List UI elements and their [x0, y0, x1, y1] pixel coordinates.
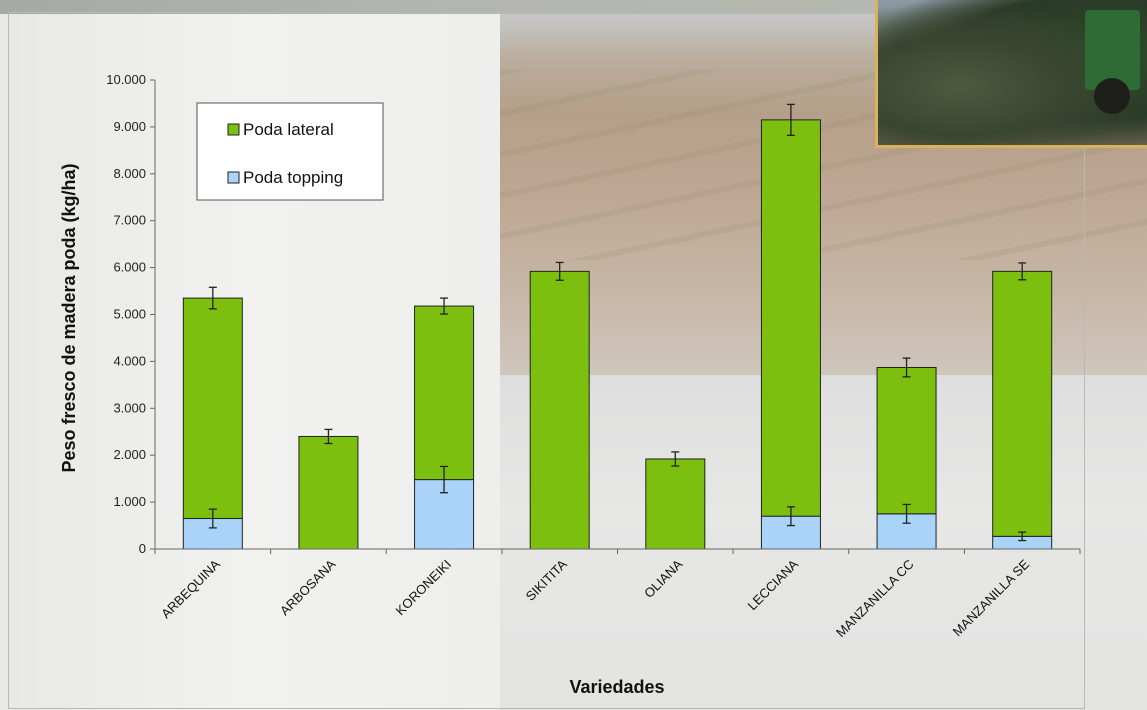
y-tick-label: 3.000: [113, 400, 146, 415]
y-tick-label: 1.000: [113, 494, 146, 509]
error-bar-poda-topping: [208, 508, 217, 529]
error-bar-poda-lateral: [324, 428, 333, 445]
error-bar-poda-lateral: [555, 261, 564, 281]
y-tick-label: 2.000: [113, 447, 146, 462]
bar-poda-lateral: [529, 270, 590, 550]
x-axis: ARBEQUINA ARBOSANA KORONEIKI SIKITITA OLIANA…: [154, 548, 1081, 641]
y-tick-label: 0: [139, 541, 146, 556]
tractor-shape: [1085, 10, 1140, 90]
error-bar-poda-lateral: [208, 286, 217, 310]
bar-poda-lateral: [760, 119, 821, 517]
bar-poda-lateral: [414, 305, 475, 481]
bar-stack: [414, 297, 475, 550]
chart-frame: [8, 12, 1085, 709]
x-category-label: KORONEIKI: [392, 557, 454, 619]
plot-area: [182, 103, 1053, 550]
bar-stack: [529, 261, 590, 550]
bar-stack: [182, 286, 243, 550]
error-bar-poda-lateral: [786, 103, 795, 136]
legend-swatch-poda-topping: [227, 171, 240, 184]
bar-poda-lateral: [992, 270, 1053, 537]
legend: Poda lateral Poda topping: [196, 102, 384, 201]
x-category-label: OLIANA: [641, 556, 686, 601]
y-axis: 0 1.000 2.000 3.000 4.000 5.000 6.000 7.000 8.00…: [106, 72, 156, 556]
x-category-label: LECCIANA: [744, 556, 801, 613]
bar-stack: [992, 262, 1053, 550]
x-axis-title: Variedades: [569, 677, 664, 697]
error-bar-poda-lateral: [440, 297, 449, 315]
x-category-label: MANZANILLA CC: [833, 557, 917, 641]
tractor-wheel: [1094, 78, 1130, 114]
y-tick-label: 6.000: [113, 260, 146, 275]
error-bar-poda-topping: [902, 503, 911, 524]
error-bar-poda-topping: [786, 506, 795, 527]
bar-stack: [298, 428, 359, 550]
x-category-label: MANZANILLA SE: [950, 556, 1033, 639]
y-tick-label: 8.000: [113, 166, 146, 181]
y-tick-label: 7.000: [113, 213, 146, 228]
x-category-label: ARBOSANA: [277, 556, 339, 618]
y-tick-label: 10.000: [106, 72, 146, 87]
y-tick-label: 5.000: [113, 307, 146, 322]
y-tick-label: 9.000: [113, 119, 146, 134]
bar-stack: [645, 451, 706, 550]
error-bar-poda-lateral: [1018, 262, 1027, 281]
bar-stack: [760, 103, 821, 550]
error-bar-poda-lateral: [902, 357, 911, 378]
bar-poda-lateral: [298, 435, 359, 550]
legend-swatch-poda-lateral: [227, 123, 240, 136]
legend-label-poda-topping: Poda topping: [243, 168, 343, 187]
bar-stack: [876, 357, 937, 550]
x-category-label: ARBEQUINA: [158, 556, 223, 621]
olive-harvest-photo: [875, 0, 1147, 148]
bar-poda-lateral: [182, 297, 243, 520]
x-category-label: SIKITITA: [523, 556, 570, 603]
y-axis-title: Peso fresco de madera poda (kg/ha): [59, 163, 79, 472]
error-bar-poda-topping: [440, 465, 449, 494]
legend-label-poda-lateral: Poda lateral: [243, 120, 334, 139]
legend-box: [196, 102, 384, 201]
bar-poda-lateral: [645, 458, 706, 550]
background-top-strip: [0, 0, 1147, 14]
bar-poda-lateral: [876, 366, 937, 515]
error-bar-poda-topping: [1018, 531, 1027, 542]
y-tick-label: 4.000: [113, 353, 146, 368]
error-bar-poda-lateral: [671, 451, 680, 467]
